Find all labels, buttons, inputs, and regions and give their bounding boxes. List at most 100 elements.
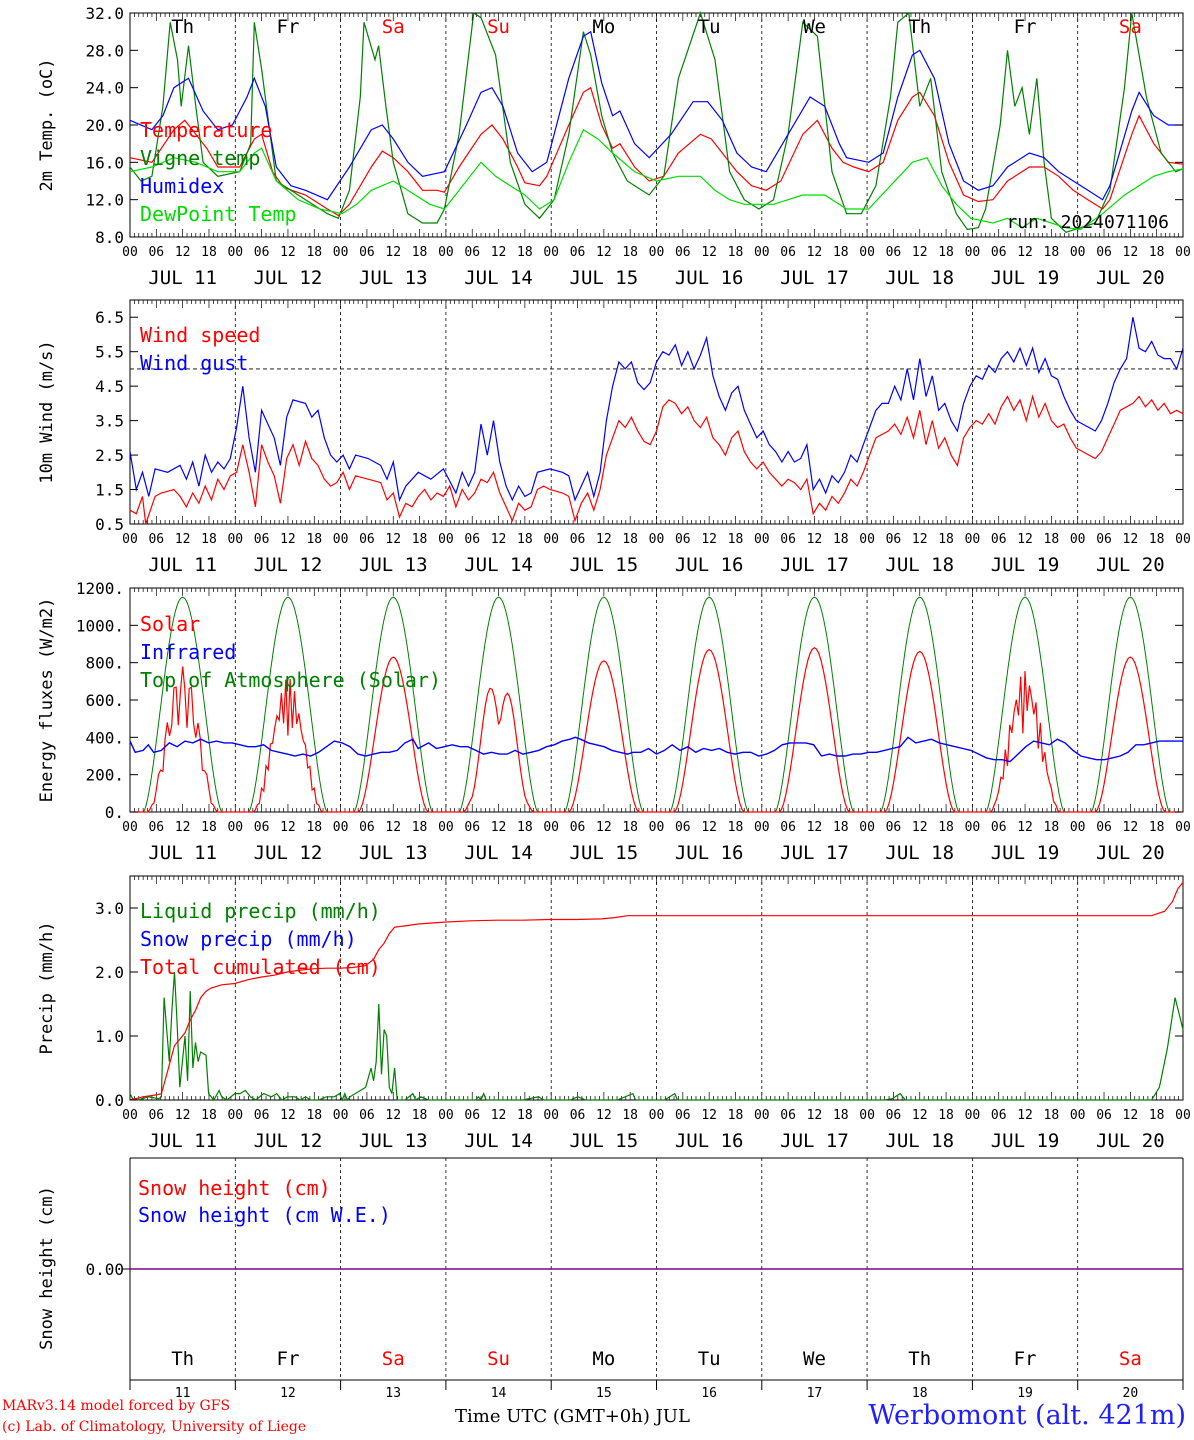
date-label: JUL 19 [991,267,1060,289]
hour-tick-label: 18 [728,1108,744,1123]
hour-tick-label: 18 [306,532,322,547]
hour-tick-label: 00 [1070,1108,1086,1123]
hour-tick-label: 06 [1096,532,1112,547]
hour-tick-label: 12 [1017,532,1033,547]
hour-tick-label: 12 [912,245,928,260]
hour-tick-label: 18 [201,532,217,547]
hour-tick-label: 06 [886,532,902,547]
date-label: JUL 16 [675,842,744,864]
series-line [129,30,1183,201]
run-label: run: 2024071106 [1006,212,1169,233]
hour-tick-label: 00 [227,245,243,260]
legend-entry: Snow precip (mm/h) [140,927,357,951]
hour-tick-label: 18 [412,532,428,547]
hour-tick-label: 00 [543,1108,559,1123]
hour-tick-label: 12 [807,245,823,260]
hour-tick-label: 00 [122,245,138,260]
date-label: JUL 19 [991,554,1060,576]
hour-tick-label: 12 [596,532,612,547]
hour-tick-label: 06 [464,532,480,547]
hour-tick-label: 06 [675,1108,691,1123]
y-axis-label: Snow height (cm) [37,1186,57,1350]
weekday-label: Tu [698,16,721,38]
hour-tick-label: 06 [464,245,480,260]
weekday-label: Th [908,16,931,38]
day-number-label: 20 [1123,1386,1139,1401]
hour-tick-label: 12 [280,245,296,260]
y-axis-label: Energy fluxes (W/m2) [37,598,57,803]
y-tick-label: 4.5 [95,377,124,396]
legend-entry: Infrared [140,640,236,664]
date-label: JUL 14 [464,1130,533,1152]
hour-tick-label: 00 [333,532,349,547]
date-label: JUL 18 [885,554,954,576]
hour-tick-label: 12 [701,820,717,835]
weekday-label: Th [908,1348,931,1370]
y-tick-label: 600. [85,691,124,710]
station-name: Werbomont (alt. 421m) [868,1400,1186,1431]
hour-tick-label: 18 [938,820,954,835]
x-axis-label: Time UTC (GMT+0h) JUL [455,1406,690,1427]
weekday-label: Fr [1014,1348,1037,1370]
series-line [129,11,1184,233]
y-tick-label: 2.0 [95,963,124,982]
hour-tick-label: 06 [570,820,586,835]
hour-tick-label: 00 [122,1108,138,1123]
model-credit: MARv3.14 model forced by GFS [2,1398,231,1414]
hour-tick-label: 00 [122,532,138,547]
date-label: JUL 19 [991,842,1060,864]
weekday-label: We [803,1348,826,1370]
hour-tick-label: 06 [991,1108,1007,1123]
hour-tick-label: 00 [438,245,454,260]
hour-tick-label: 18 [833,532,849,547]
hour-tick-label: 12 [701,1108,717,1123]
weekday-label: Th [171,16,194,38]
hour-tick-label: 06 [254,820,270,835]
hour-tick-label: 18 [412,245,428,260]
y-tick-label: 1.0 [95,1027,124,1046]
y-tick-label: 16.0 [85,153,124,172]
hour-tick-label: 00 [965,820,981,835]
y-tick-label: 5.5 [95,343,124,362]
legend-entry: Vigne temp [140,146,260,170]
y-tick-label: 24.0 [85,79,124,98]
hour-tick-label: 18 [306,820,322,835]
weekday-label: Mo [592,16,615,38]
date-label: JUL 12 [254,554,323,576]
hour-tick-label: 00 [859,245,875,260]
y-tick-label: 200. [85,766,124,785]
hour-tick-label: 06 [780,1108,796,1123]
hour-tick-label: 12 [385,1108,401,1123]
hour-tick-label: 12 [175,1108,191,1123]
hour-tick-label: 06 [570,532,586,547]
hour-tick-label: 18 [517,245,533,260]
y-tick-label: 1.5 [95,481,124,500]
y-tick-label: 20.0 [85,116,124,135]
hour-tick-label: 12 [385,532,401,547]
date-label: JUL 13 [359,1130,428,1152]
weekday-label: Fr [277,16,300,38]
hour-tick-label: 18 [1149,820,1165,835]
hour-tick-label: 00 [333,820,349,835]
hour-tick-label: 18 [1044,532,1060,547]
hour-tick-label: 06 [148,1108,164,1123]
hour-tick-label: 12 [912,1108,928,1123]
date-label: JUL 15 [570,554,639,576]
hour-tick-label: 06 [570,245,586,260]
date-label: JUL 11 [148,1130,217,1152]
weekday-label: Su [487,1348,510,1370]
hour-tick-label: 06 [254,1108,270,1123]
hour-tick-label: 06 [780,245,796,260]
date-label: JUL 16 [675,267,744,289]
hour-tick-label: 00 [438,820,454,835]
date-label: JUL 14 [464,842,533,864]
day-number-label: 11 [175,1386,191,1401]
hour-tick-label: 06 [148,820,164,835]
hour-tick-label: 18 [1149,1108,1165,1123]
date-label: JUL 17 [780,267,849,289]
hour-tick-label: 00 [649,532,665,547]
y-tick-label: 0. [105,803,124,822]
legend-entry: Liquid precip (mm/h) [140,899,381,923]
y-tick-label: 2.5 [95,446,124,465]
